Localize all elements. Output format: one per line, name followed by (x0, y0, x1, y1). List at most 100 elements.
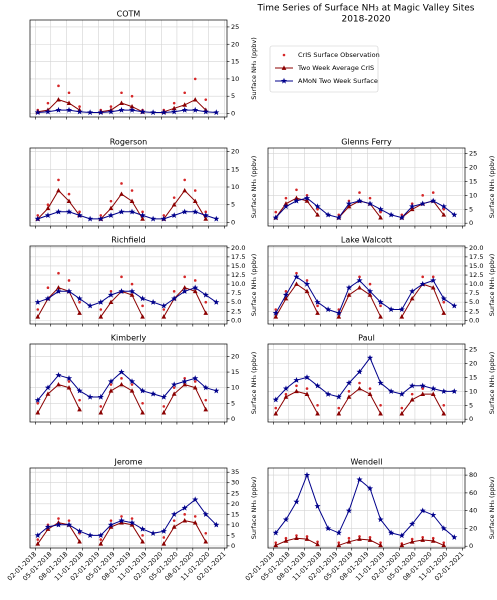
data-marker (409, 397, 415, 402)
data-marker (377, 516, 384, 523)
y-tick-label: 17.5 (231, 253, 245, 261)
data-marker (119, 520, 124, 525)
data-point (193, 189, 197, 192)
data-marker (356, 197, 363, 204)
data-marker (139, 295, 146, 302)
data-point (284, 536, 288, 540)
data-point (67, 519, 71, 522)
data-marker (118, 288, 125, 294)
data-point (36, 401, 40, 405)
data-marker (325, 306, 332, 313)
data-point (421, 387, 424, 390)
data-marker (357, 536, 362, 541)
data-marker (150, 299, 157, 305)
data-marker (108, 388, 114, 393)
data-marker (441, 310, 447, 315)
data-point (183, 91, 186, 95)
figure-subtitle: 2018-2020 (341, 15, 390, 25)
series-line (275, 473, 455, 538)
y-axis-label: Surface NH₃ (ppbv) (250, 352, 258, 415)
data-point (57, 517, 60, 520)
y-tick-label: 10 (469, 387, 477, 395)
data-marker (56, 285, 61, 290)
data-marker (129, 378, 136, 384)
data-marker (451, 302, 458, 309)
data-marker (87, 109, 94, 116)
data-marker (440, 388, 447, 394)
data-marker (129, 106, 136, 113)
legend-marker (282, 53, 286, 57)
data-marker (150, 215, 157, 222)
data-marker (357, 285, 362, 290)
data-point (162, 536, 166, 539)
data-point (410, 392, 414, 396)
data-marker (440, 295, 447, 302)
data-marker (171, 108, 178, 115)
data-marker (56, 187, 61, 193)
y-tick-label: 0.0 (469, 316, 479, 324)
data-marker (293, 197, 300, 204)
y-tick-label: 15 (231, 368, 239, 376)
data-marker (377, 299, 384, 305)
data-marker (294, 388, 299, 394)
legend-label: AMoN Two Week Surface (298, 77, 378, 85)
data-point (316, 403, 319, 407)
data-point (183, 275, 186, 279)
data-marker (139, 212, 146, 218)
data-marker (97, 393, 104, 400)
data-marker (325, 211, 332, 218)
data-marker (440, 203, 447, 210)
data-marker (108, 299, 114, 305)
data-point (193, 380, 197, 383)
panel-title: Wendell (351, 458, 383, 467)
data-marker (335, 214, 342, 221)
data-marker (192, 198, 198, 204)
data-point (316, 207, 319, 211)
data-marker (356, 476, 363, 483)
panel-title: Richfield (111, 236, 146, 245)
data-point (442, 300, 446, 304)
data-marker (293, 498, 300, 505)
data-marker (203, 539, 209, 544)
panel-title: Glenns Ferry (341, 138, 392, 147)
series-line (275, 197, 455, 219)
data-marker (213, 387, 220, 394)
data-marker (140, 216, 145, 221)
data-marker (202, 511, 209, 517)
panel-title: COTM (117, 10, 141, 19)
data-point (368, 387, 372, 390)
y-tick-label: 20 (231, 500, 239, 508)
data-marker (45, 205, 51, 211)
data-point (379, 210, 382, 214)
data-marker (140, 314, 145, 319)
panel: Richfield 0.02.55.07.510.012.515.017.520.… (29, 236, 258, 327)
y-tick-label: 0 (231, 218, 235, 226)
series-line (37, 384, 207, 413)
y-tick-label: 15 (231, 58, 239, 66)
data-point (172, 101, 176, 105)
data-marker (55, 106, 62, 113)
y-tick-label: 0 (469, 415, 473, 423)
data-point (46, 101, 50, 105)
data-point (36, 308, 40, 311)
y-tick-label: 15 (469, 373, 477, 381)
data-marker (55, 288, 62, 294)
legend-marker (281, 65, 287, 70)
data-marker (304, 391, 310, 396)
y-tick-label: 5 (231, 399, 235, 407)
y-tick-label: 20.0 (469, 244, 483, 252)
data-marker (161, 314, 167, 319)
data-marker (315, 310, 320, 315)
y-tick-label: 10 (469, 191, 477, 199)
data-point (120, 91, 123, 95)
panel-title: Jerome (113, 458, 142, 467)
data-marker (314, 299, 321, 305)
plot-frame (29, 467, 228, 549)
data-marker (66, 375, 73, 381)
data-marker (182, 187, 188, 193)
data-marker (294, 281, 299, 286)
data-marker (388, 306, 395, 313)
data-point (431, 536, 435, 540)
data-marker (76, 295, 83, 302)
data-marker (430, 197, 437, 204)
